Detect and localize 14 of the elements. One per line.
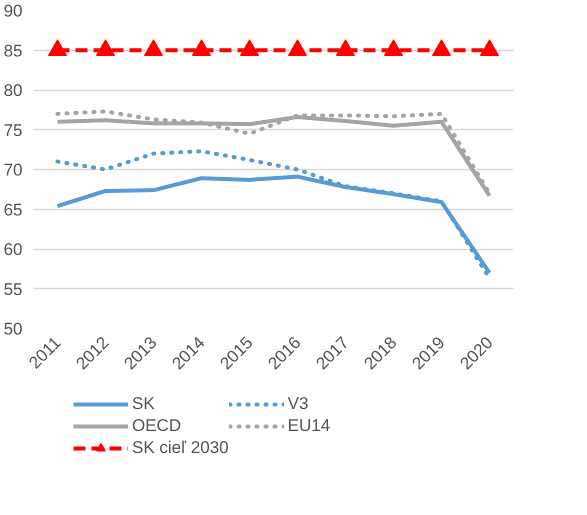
y-tick-label: 80 [4, 81, 23, 100]
legend-label: SK cieľ 2030 [132, 437, 229, 459]
y-tick-label: 50 [4, 320, 23, 338]
legend-label: EU14 [288, 415, 330, 437]
legend-label: V3 [288, 393, 308, 415]
y-tick-label: 85 [4, 41, 23, 60]
y-tick-label: 90 [4, 2, 23, 20]
legend-label: SK [132, 393, 155, 415]
y-tick-label: 70 [4, 160, 23, 180]
y-tick-label: 60 [4, 240, 23, 259]
y-tick-label: 55 [4, 280, 23, 299]
y-tick-label: 65 [4, 200, 23, 220]
legend-label: OECD [132, 415, 182, 437]
y-tick-label: 75 [4, 120, 23, 140]
